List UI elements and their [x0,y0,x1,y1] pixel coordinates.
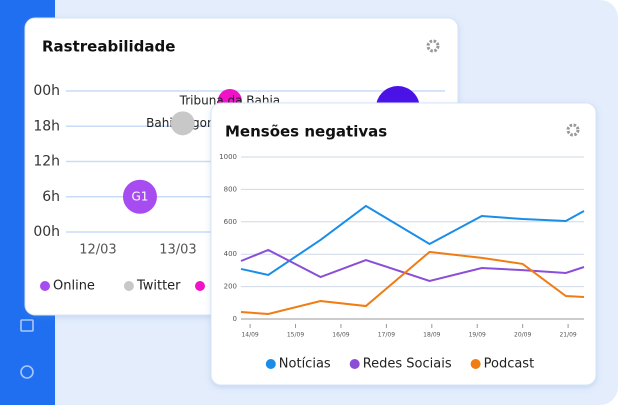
y-tick-label: 6h [42,189,60,205]
x-tick-label: 14/09 [241,332,258,339]
card-content: Mensões negativas 0 200 400 600 800 1000 14/09 1… [219,123,585,372]
bubble-label: G1 [131,189,148,203]
legend-dot [470,359,481,369]
card [210,102,597,386]
legend-label: Podcast [484,357,535,372]
y-tick-label: 00h [33,224,60,240]
x-tick-label: 19/09 [469,332,486,339]
y-tick-label: 200 [224,283,237,291]
x-tick-label: 17/09 [378,332,395,339]
y-tick-label: 600 [224,218,237,226]
legend-label: Twitter [136,279,181,294]
y-tick-label: 18h [33,118,60,134]
x-tick-label: 15/09 [287,332,304,339]
y-tick-label: 12h [33,154,60,170]
y-tick-label: 0 [233,315,237,323]
line-series [240,204,585,277]
legend-dot [123,281,134,291]
line-series [240,250,585,315]
icon-calendar[interactable] [20,319,34,332]
legend-dot [195,281,205,291]
y-tick-label: 800 [224,185,237,193]
bubble [122,179,157,214]
x-tick-label: 21/09 [559,332,576,339]
y-tick-label: 00h [33,83,60,99]
x-tick-label: 13/03 [159,243,196,258]
legend-dot [265,359,276,369]
settings-icon[interactable] [566,123,580,137]
settings-icon[interactable] [426,39,440,53]
y-tick-label: 400 [224,250,237,258]
x-tick-label: 16/09 [332,332,349,339]
chart-title: Mensões negativas [225,123,387,141]
legend-label: Online [53,279,95,294]
legend-label: Redes Sociais [363,357,452,372]
legend-dot [349,359,360,369]
x-tick-label: 18/09 [423,332,440,339]
legend-label: Notícias [279,357,331,372]
legend-dot [40,281,50,291]
icon-chart[interactable] [20,365,34,379]
bubble [170,111,195,136]
y-tick-label: 1000 [219,153,237,161]
line-series [240,248,585,282]
sidebar-icons [20,319,34,379]
x-tick-label: 12/03 [79,243,116,258]
chart-title: Rastreabilidade [42,38,175,56]
x-tick-label: 20/09 [514,332,531,339]
